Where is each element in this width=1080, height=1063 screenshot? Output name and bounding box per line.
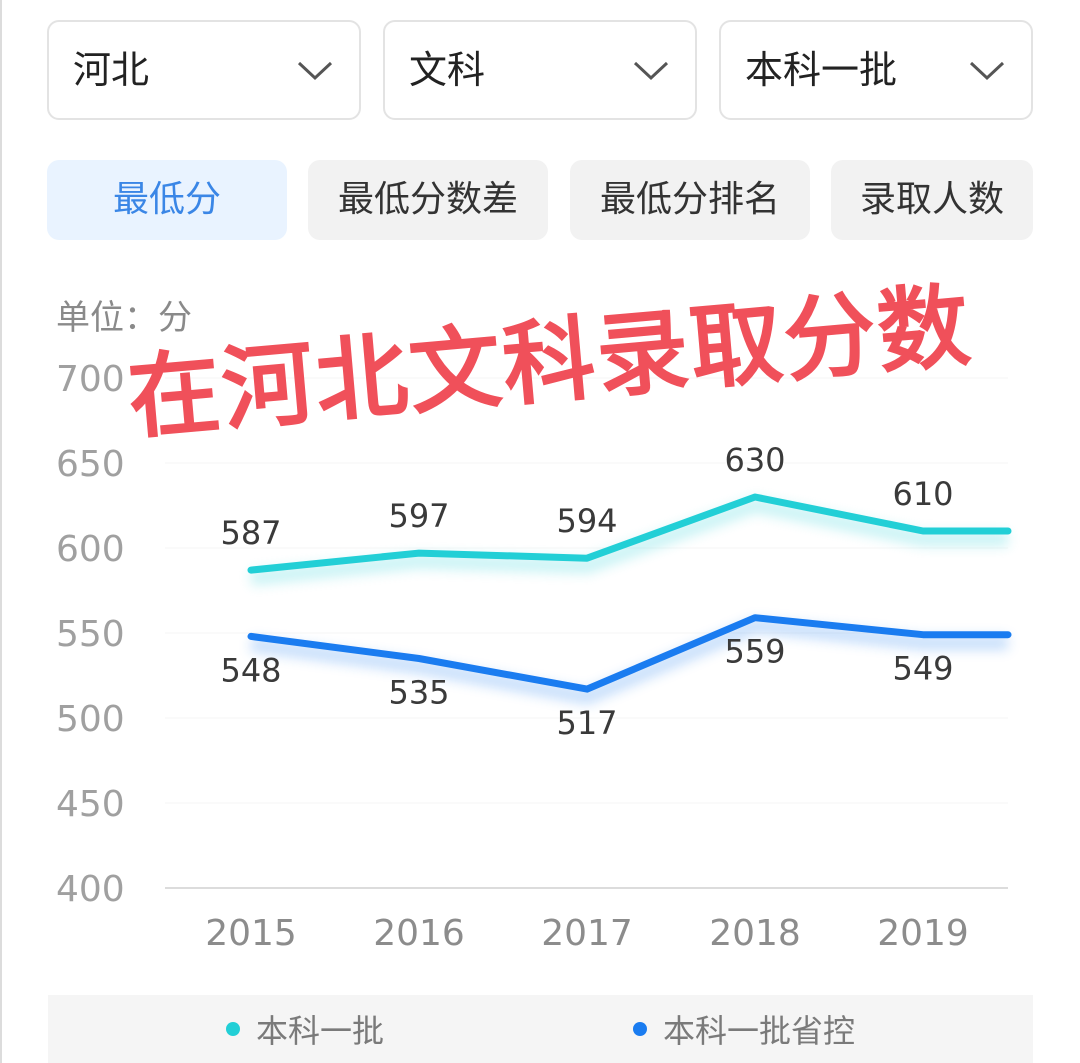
data-label: 559 [724, 633, 785, 671]
chevron-down-icon [297, 61, 333, 81]
data-label: 517 [556, 704, 617, 742]
legend-item-series-1[interactable]: 本科一批 [226, 995, 384, 1063]
batch-select-value: 本科一批 [745, 48, 898, 92]
tab-min-score-diff[interactable]: 最低分数差 [308, 160, 548, 240]
y-tick-label: 700 [56, 359, 125, 400]
x-tick-label: 2017 [541, 913, 633, 954]
legend-dot-icon [633, 1022, 647, 1036]
data-label: 587 [220, 514, 281, 552]
x-tick-label: 2016 [373, 913, 465, 954]
y-tick-label: 400 [56, 869, 125, 910]
left-edge-divider [0, 0, 2, 1063]
unit-label: 单位：分 [56, 298, 192, 338]
legend-dot-icon [226, 1022, 240, 1036]
data-label: 548 [220, 651, 281, 689]
chevron-down-icon [633, 61, 669, 81]
subject-select-value: 文科 [409, 48, 486, 92]
data-label: 610 [892, 475, 953, 513]
series-line-2 [247, 614, 1012, 693]
chart-legend: 本科一批 本科一批省控 [48, 995, 1033, 1063]
x-tick-label: 2019 [877, 913, 969, 954]
data-label: 535 [388, 674, 449, 712]
tab-min-score-rank[interactable]: 最低分排名 [570, 160, 810, 240]
data-label: 630 [724, 441, 785, 479]
y-tick-label: 450 [56, 784, 125, 825]
series-line-shadow [250, 497, 1008, 586]
tab-min-score[interactable]: 最低分 [47, 160, 287, 240]
data-label: 597 [388, 497, 449, 535]
line-chart: 700 650 600 550 500 450 400 2015 2016 2017 2018 20… [56, 359, 1012, 954]
legend-item-series-2[interactable]: 本科一批省控 [633, 995, 855, 1063]
y-tick-label: 650 [56, 444, 125, 485]
series-line-shadow [250, 618, 1008, 705]
chevron-down-icon [969, 61, 1005, 81]
data-label: 549 [892, 650, 953, 688]
data-label: 594 [556, 502, 617, 540]
batch-select[interactable]: 本科一批 [719, 20, 1033, 120]
province-select-value: 河北 [73, 48, 150, 92]
province-select[interactable]: 河北 [47, 20, 361, 120]
legend-label: 本科一批 [256, 1012, 385, 1050]
series-line-1 [247, 493, 1012, 574]
subject-select[interactable]: 文科 [383, 20, 697, 120]
y-tick-label: 500 [56, 699, 125, 740]
legend-label: 本科一批省控 [663, 1012, 856, 1050]
tab-admission-count[interactable]: 录取人数 [831, 160, 1033, 240]
y-tick-label: 600 [56, 529, 125, 570]
x-tick-label: 2018 [709, 913, 801, 954]
y-tick-label: 550 [56, 614, 125, 655]
x-tick-label: 2015 [205, 913, 297, 954]
